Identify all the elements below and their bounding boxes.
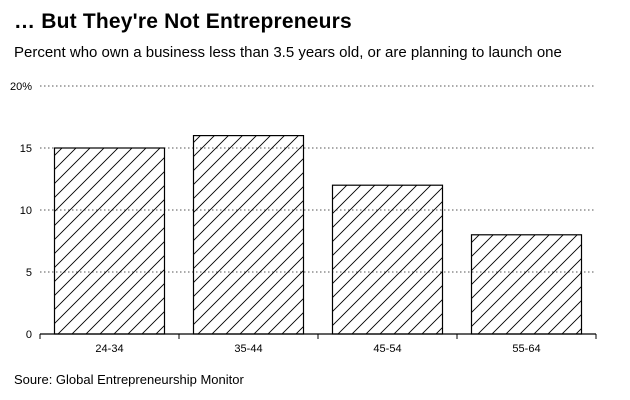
bars — [53, 135, 583, 335]
x-tick-label-45-54: 45-54 — [373, 343, 401, 355]
y-tick-label-5: 5 — [26, 267, 32, 279]
chart-subtitle: Percent who own a business less than 3.5… — [14, 44, 562, 61]
bar-55-64 — [470, 234, 583, 335]
y-tick-label-20: 20% — [10, 81, 32, 93]
bar-24-34 — [53, 147, 166, 335]
bar-45-54 — [331, 184, 444, 335]
y-axis-tick-labels: 0 5 10 15 20% — [10, 81, 32, 341]
x-axis — [39, 333, 597, 339]
x-tick-label-24-34: 24-34 — [95, 343, 123, 355]
x-axis-tick-labels: 24-34 35-44 45-54 55-64 — [95, 343, 540, 355]
chart-title: … But They're Not Entrepreneurs — [14, 10, 352, 33]
y-tick-label-10: 10 — [20, 205, 32, 217]
x-tick-label-55-64: 55-64 — [512, 343, 540, 355]
y-tick-label-0: 0 — [26, 329, 32, 341]
x-tick-label-35-44: 35-44 — [234, 343, 262, 355]
source-note: Soure: Global Entrepreneurship Monitor — [14, 372, 244, 387]
bar-35-44 — [192, 135, 305, 335]
y-tick-label-15: 15 — [20, 143, 32, 155]
